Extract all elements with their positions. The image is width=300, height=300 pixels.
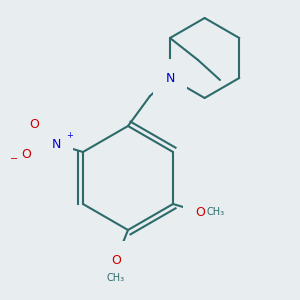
- Text: O: O: [111, 254, 121, 266]
- Text: CH₃: CH₃: [207, 207, 225, 217]
- Text: +: +: [67, 131, 73, 140]
- Text: O: O: [195, 206, 205, 218]
- Text: N: N: [51, 137, 61, 151]
- Text: O: O: [21, 148, 31, 160]
- Text: N: N: [165, 71, 175, 85]
- Text: CH₃: CH₃: [107, 273, 125, 283]
- Text: O: O: [29, 118, 39, 130]
- Text: −: −: [10, 154, 18, 164]
